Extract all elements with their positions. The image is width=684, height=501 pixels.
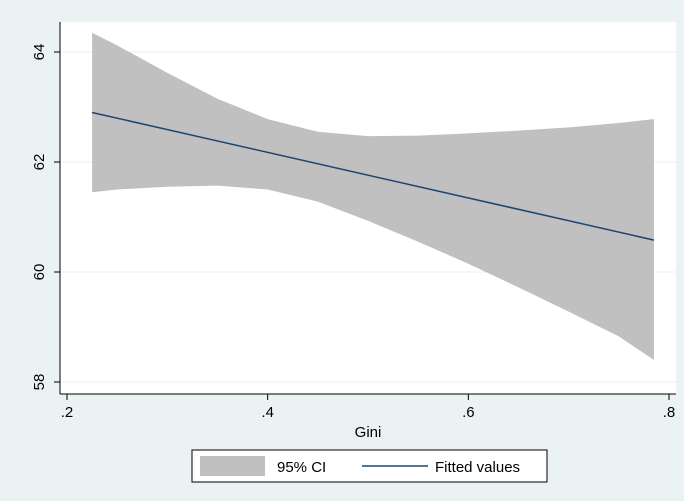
x-tick-label: .6	[462, 404, 475, 421]
y-tick-label: 58	[31, 374, 48, 391]
legend-label-fitted: Fitted values	[435, 459, 520, 476]
legend: 95% CI Fitted values	[191, 449, 548, 483]
ci-band-layer	[92, 32, 654, 360]
legend-label-ci: 95% CI	[277, 459, 326, 476]
axes: 58 60 62 64 .2 .4 .6 .8	[31, 22, 676, 421]
x-tick-label: .2	[61, 404, 74, 421]
fitted-line	[91, 111, 655, 241]
fitted-line-layer	[91, 111, 655, 241]
y-tick-label: 62	[31, 154, 48, 171]
x-tick-label: .4	[261, 404, 274, 421]
y-tick-label: 64	[31, 44, 48, 61]
x-tick-label: .8	[663, 404, 676, 421]
x-axis-title: Gini	[355, 424, 382, 441]
ci-band	[92, 32, 654, 360]
y-tick-label: 60	[31, 264, 48, 281]
legend-swatch-ci	[200, 456, 265, 476]
